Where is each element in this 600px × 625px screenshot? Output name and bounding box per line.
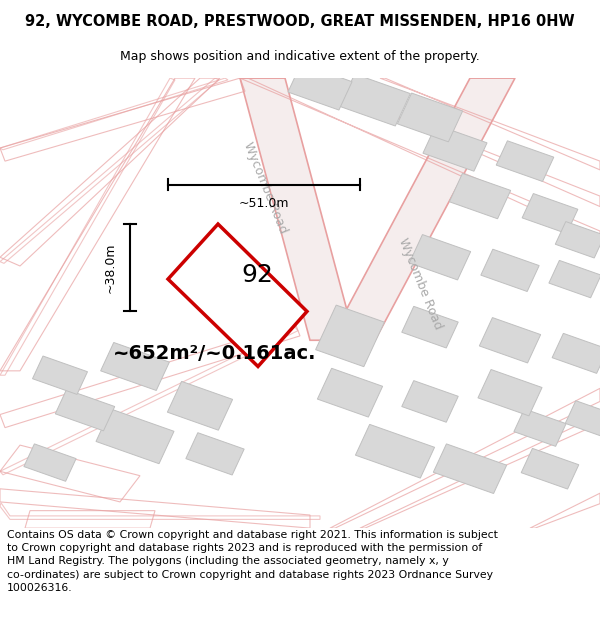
Polygon shape (288, 64, 352, 110)
Polygon shape (423, 125, 487, 171)
Polygon shape (168, 224, 307, 366)
Text: Map shows position and indicative extent of the property.: Map shows position and indicative extent… (120, 50, 480, 62)
Polygon shape (340, 74, 410, 126)
Polygon shape (317, 368, 383, 417)
Polygon shape (24, 444, 76, 481)
Polygon shape (521, 448, 579, 489)
Text: Contains OS data © Crown copyright and database right 2021. This information is : Contains OS data © Crown copyright and d… (7, 530, 498, 593)
Polygon shape (552, 333, 600, 373)
Polygon shape (479, 318, 541, 363)
Polygon shape (522, 194, 578, 234)
Polygon shape (167, 381, 233, 430)
Polygon shape (101, 342, 169, 391)
Polygon shape (402, 306, 458, 348)
Text: Wycombe Road: Wycombe Road (396, 236, 444, 331)
Text: ~51.0m: ~51.0m (239, 198, 289, 211)
Polygon shape (409, 234, 470, 280)
Polygon shape (32, 356, 88, 394)
Polygon shape (397, 93, 463, 142)
Text: 92, WYCOMBE ROAD, PRESTWOOD, GREAT MISSENDEN, HP16 0HW: 92, WYCOMBE ROAD, PRESTWOOD, GREAT MISSE… (25, 14, 575, 29)
Polygon shape (565, 401, 600, 437)
Polygon shape (316, 305, 385, 367)
Polygon shape (514, 409, 566, 446)
Polygon shape (549, 261, 600, 298)
Polygon shape (240, 78, 355, 340)
Text: 92: 92 (241, 262, 273, 287)
Polygon shape (478, 369, 542, 416)
Polygon shape (355, 424, 434, 478)
Polygon shape (186, 432, 244, 475)
Polygon shape (402, 381, 458, 423)
Polygon shape (433, 444, 506, 494)
Text: ~38.0m: ~38.0m (104, 242, 116, 293)
Polygon shape (449, 173, 511, 219)
Text: ~652m²/~0.161ac.: ~652m²/~0.161ac. (113, 344, 317, 363)
Polygon shape (481, 249, 539, 291)
Polygon shape (55, 389, 115, 431)
Polygon shape (496, 141, 554, 181)
Polygon shape (96, 409, 174, 464)
Text: Wycombe Road: Wycombe Road (241, 140, 289, 235)
Polygon shape (555, 221, 600, 258)
Polygon shape (330, 78, 515, 340)
